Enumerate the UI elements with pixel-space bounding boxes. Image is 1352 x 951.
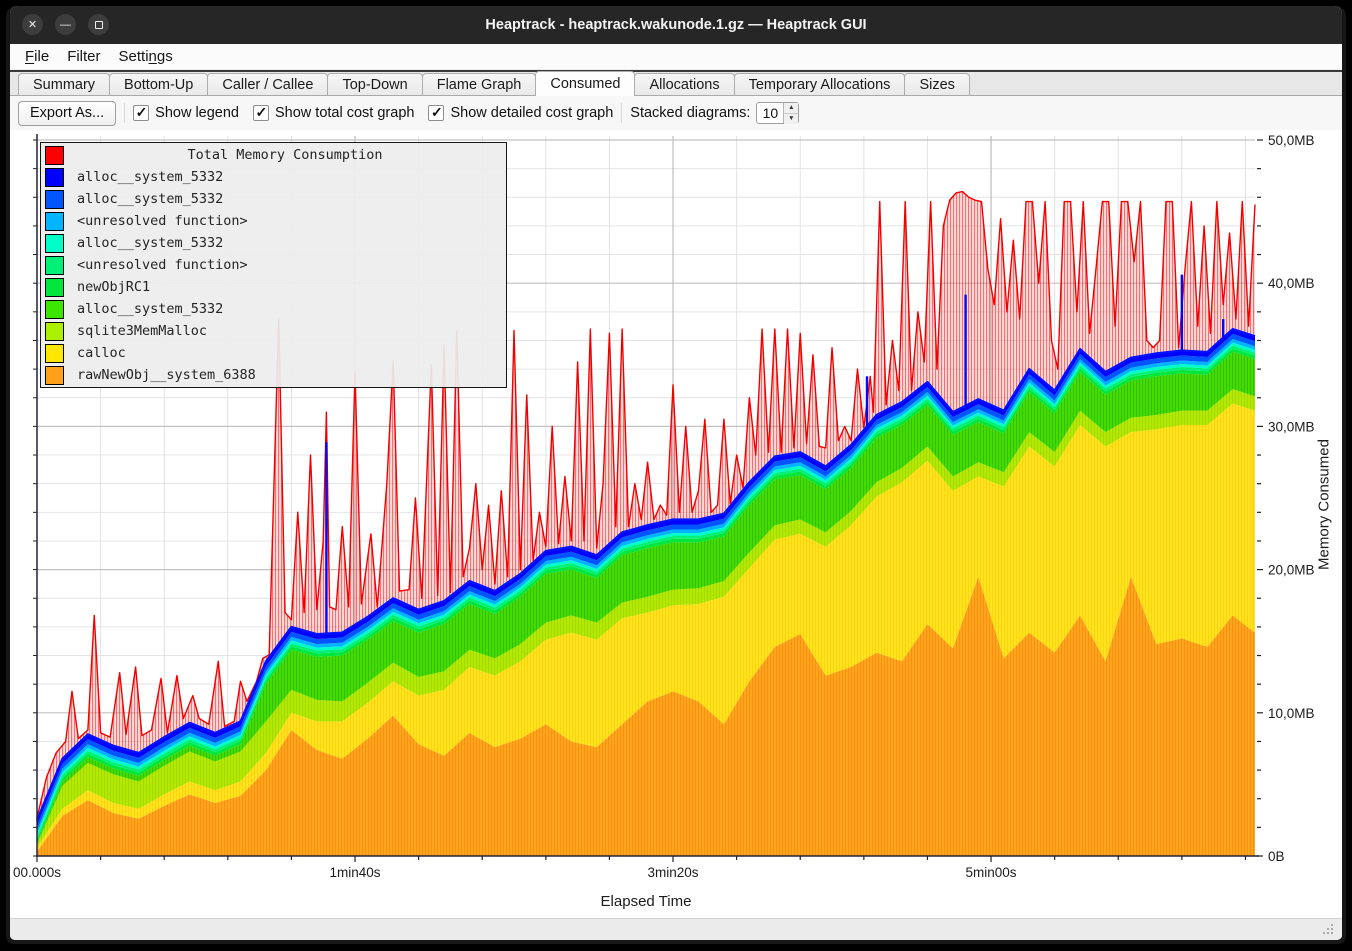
minimize-button[interactable]: —: [55, 14, 76, 35]
tab-consumed[interactable]: Consumed: [535, 71, 636, 96]
tab-summary[interactable]: Summary: [18, 73, 111, 96]
legend-label: newObjRC1: [77, 279, 151, 295]
y-axis-title: Memory Consumed: [1315, 439, 1333, 570]
checkbox-show-detailed-cost-graph[interactable]: Show detailed cost graph: [428, 104, 614, 121]
legend-swatch: [45, 233, 64, 253]
svg-text:30,0MB: 30,0MB: [1268, 419, 1315, 434]
menu-bar: File Filter Settings: [10, 44, 1342, 70]
stacked-diagrams-stepper[interactable]: 10 ▲ ▼: [756, 102, 800, 124]
legend-item: newObjRC1: [41, 276, 506, 298]
svg-text:20,0MB: 20,0MB: [1268, 563, 1315, 578]
checkbox-check-icon: [133, 104, 150, 121]
spin-down-icon[interactable]: ▼: [784, 114, 799, 124]
legend-label: sqlite3MemMalloc: [77, 323, 208, 339]
tab-bottom-up[interactable]: Bottom-Up: [109, 73, 209, 96]
close-button[interactable]: ✕: [22, 14, 43, 35]
legend-item: alloc__system_5332: [41, 188, 506, 210]
resize-grip-icon[interactable]: [1321, 922, 1335, 936]
checkbox-show-legend[interactable]: Show legend: [133, 104, 239, 121]
legend-item: alloc__system_5332: [41, 298, 506, 320]
spin-up-icon[interactable]: ▲: [784, 103, 799, 114]
legend-item: <unresolved function>: [41, 254, 506, 276]
memory-chart[interactable]: 00.000s 1min40s 3min20s 5min00s 0B 10,0MB 20,0…: [10, 130, 1342, 918]
legend-label: <unresolved function>: [77, 257, 248, 273]
legend-label: alloc__system_5332: [77, 191, 224, 207]
maximize-button[interactable]: [88, 14, 109, 35]
legend-label: rawNewObj__system_6388: [77, 367, 256, 383]
legend-item: sqlite3MemMalloc: [41, 320, 506, 342]
checkbox-check-icon: [428, 104, 445, 121]
legend-label: Total Memory Consumption: [187, 147, 383, 163]
checkbox-label: Show total cost graph: [275, 105, 415, 121]
legend-item: calloc: [41, 342, 506, 364]
legend-label: calloc: [77, 345, 126, 361]
app-window: ✕ — Heaptrack - heaptrack.wakunode.1.gz —…: [6, 6, 1346, 944]
export-as-button[interactable]: Export As...: [18, 100, 117, 126]
legend-item: alloc__system_5332: [41, 232, 506, 254]
title-bar[interactable]: ✕ — Heaptrack - heaptrack.wakunode.1.gz —…: [10, 6, 1342, 44]
legend-swatch: [45, 189, 64, 209]
tab-allocations[interactable]: Allocations: [634, 73, 735, 96]
legend-swatch: [45, 343, 64, 363]
svg-text:50,0MB: 50,0MB: [1268, 133, 1315, 148]
svg-text:5min00s: 5min00s: [966, 865, 1017, 880]
stacked-diagrams-value: 10: [762, 105, 779, 121]
toolbar-separator: [621, 103, 623, 123]
checkbox-label: Show legend: [155, 105, 239, 121]
x-axis-title: Elapsed Time: [600, 893, 692, 910]
window-title: Heaptrack - heaptrack.wakunode.1.gz — He…: [485, 17, 867, 33]
checkbox-check-icon: [253, 104, 269, 121]
maximize-icon: [94, 20, 103, 29]
checkbox-show-total-cost-graph[interactable]: Show total cost graph: [253, 104, 415, 121]
menu-file[interactable]: File: [25, 48, 50, 65]
consumed-chart-panel: 00.000s 1min40s 3min20s 5min00s 0B 10,0MB 20,0…: [10, 130, 1342, 918]
svg-text:0B: 0B: [1268, 849, 1285, 864]
status-bar: [10, 918, 1342, 940]
legend-swatch: [45, 321, 64, 341]
tab-caller-callee[interactable]: Caller / Callee: [207, 73, 329, 96]
svg-text:1min40s: 1min40s: [330, 865, 381, 880]
svg-text:10,0MB: 10,0MB: [1268, 706, 1315, 721]
toolbar-separator: [124, 103, 126, 123]
legend-label: alloc__system_5332: [77, 235, 224, 251]
legend-swatch: [45, 167, 64, 187]
legend-swatch: [45, 365, 64, 385]
toolbar: Export As... Show legend Show total cost …: [10, 96, 1342, 130]
menu-filter[interactable]: Filter: [67, 48, 101, 65]
legend-item: alloc__system_5332: [41, 166, 506, 188]
legend-item: <unresolved function>: [41, 210, 506, 232]
legend-title-row: Total Memory Consumption: [41, 144, 506, 166]
stacked-diagrams-label: Stacked diagrams:: [630, 105, 751, 121]
legend-label: <unresolved function>: [77, 213, 248, 229]
legend-swatch: [45, 299, 64, 319]
legend-item: rawNewObj__system_6388: [41, 364, 506, 386]
legend-swatch: [45, 211, 64, 231]
tab-bar: Summary Bottom-Up Caller / Callee Top-Down F…: [10, 70, 1342, 96]
legend-swatch: [45, 145, 64, 165]
legend-swatch: [45, 277, 64, 297]
chart-legend: Total Memory Consumption alloc__system_53…: [40, 142, 507, 388]
checkbox-label: Show detailed cost graph: [450, 105, 614, 121]
tab-temporary-allocations[interactable]: Temporary Allocations: [733, 73, 906, 96]
svg-text:00.000s: 00.000s: [13, 865, 61, 880]
legend-swatch: [45, 255, 64, 275]
tab-sizes[interactable]: Sizes: [904, 73, 970, 96]
menu-settings[interactable]: Settings: [118, 48, 173, 65]
tab-top-down[interactable]: Top-Down: [327, 73, 423, 96]
svg-text:3min20s: 3min20s: [648, 865, 699, 880]
tab-flame-graph[interactable]: Flame Graph: [421, 73, 537, 96]
legend-label: alloc__system_5332: [77, 169, 224, 185]
legend-label: alloc__system_5332: [77, 301, 224, 317]
svg-text:40,0MB: 40,0MB: [1268, 276, 1315, 291]
